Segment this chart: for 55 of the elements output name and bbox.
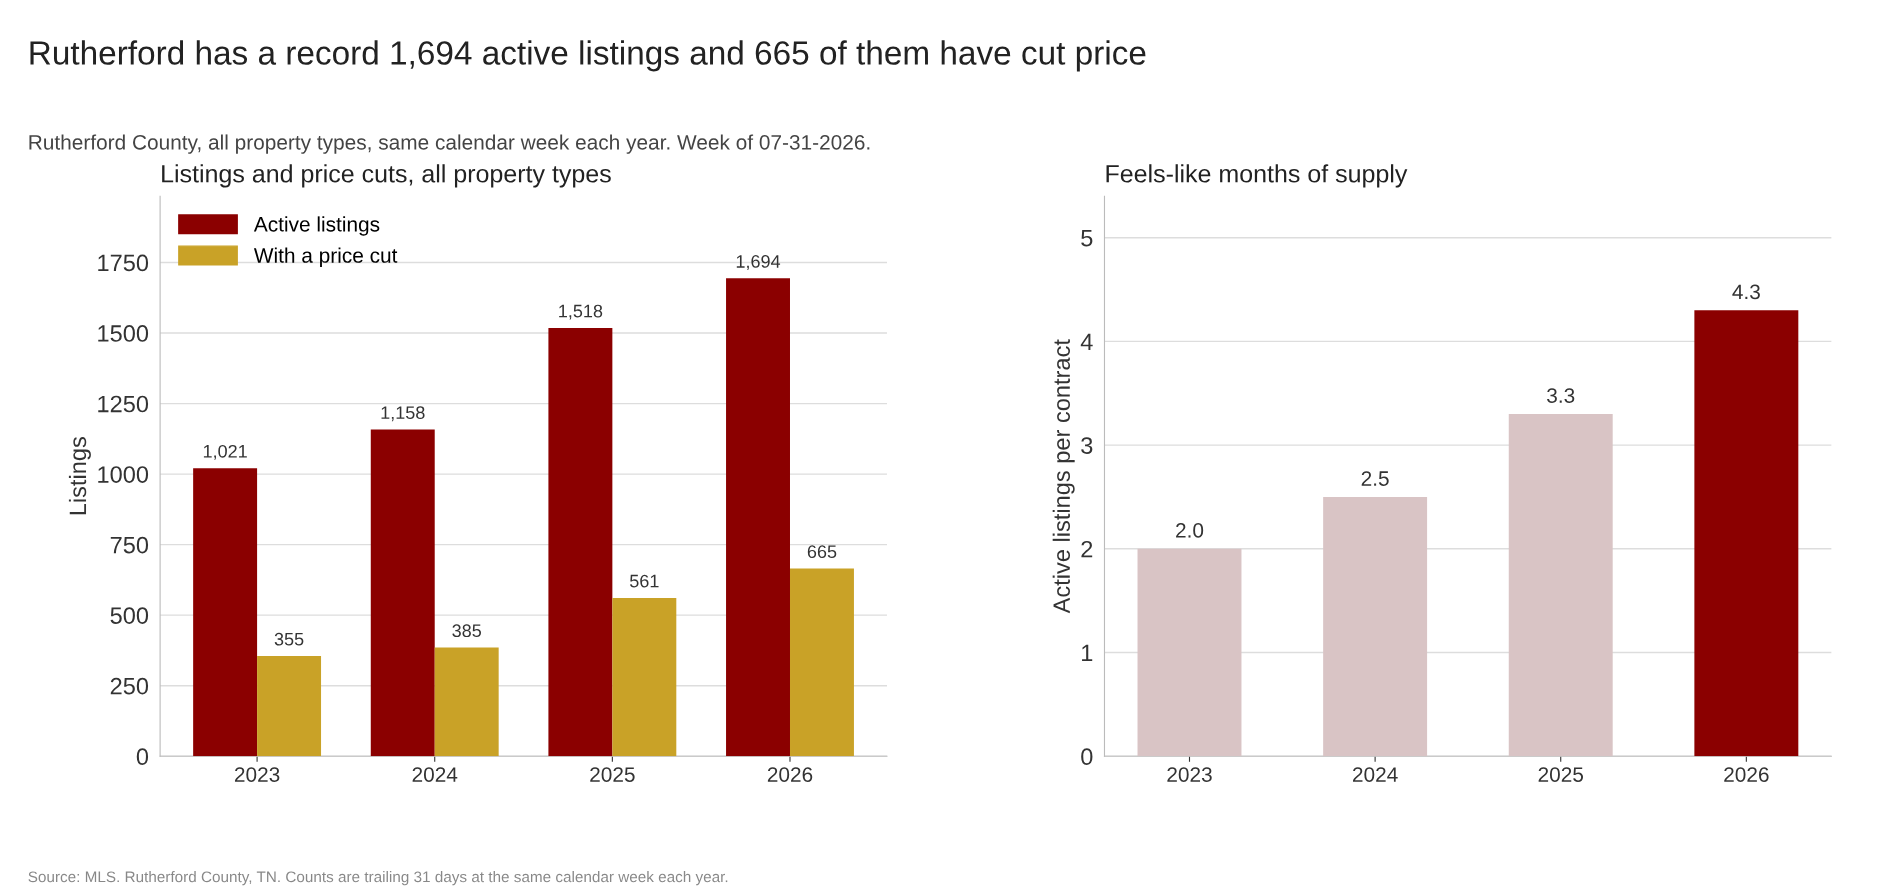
bar (1137, 548, 1242, 757)
bar (434, 647, 499, 757)
x-tick-label: 2025 (590, 767, 635, 782)
y-tick-label: 1500 (98, 325, 149, 342)
chart-title: Feels-like months of supply (1106, 164, 1408, 188)
y-tick-label: 0 (1081, 748, 1093, 766)
data-label: 1,158 (381, 406, 425, 422)
x-tick-label: 2025 (1538, 767, 1584, 782)
legend-label: Active listings (253, 216, 380, 236)
y-tick-label: 3 (1081, 437, 1093, 454)
y-tick-label: 250 (110, 677, 149, 695)
x-tick-label: 2026 (767, 767, 813, 782)
y-tick-label: 1000 (98, 466, 149, 483)
bar (1694, 310, 1799, 757)
text: Rutherford has a record 1,694 active listings and 665 of them have cut price (30, 40, 1146, 72)
y-axis-title: Listings (68, 437, 91, 515)
x-tick-label: 2023 (1167, 767, 1212, 782)
y-tick-label: 4 (1080, 333, 1093, 350)
y-axis-title: Active listings per contract (1052, 339, 1075, 614)
data-label: 1,694 (736, 255, 781, 270)
y-tick-label: 2 (1081, 540, 1093, 558)
bar (370, 429, 435, 757)
bar (193, 468, 258, 757)
x-tick-label: 2023 (234, 767, 280, 782)
x-tick-label: 2024 (1352, 767, 1398, 782)
data-label: 3.3 (1547, 388, 1575, 403)
legend-label: With a price cut (253, 247, 398, 267)
y-tick-label: 1250 (98, 395, 149, 413)
y-tick-label: 5 (1081, 230, 1093, 247)
data-label: 385 (452, 624, 482, 638)
bar (1323, 496, 1428, 757)
data-label: 1,021 (203, 444, 247, 460)
bar (1508, 414, 1613, 757)
data-label: 355 (274, 632, 304, 646)
data-label: 665 (807, 545, 837, 559)
data-label: 2.0 (1176, 523, 1204, 538)
bar (548, 327, 613, 757)
data-label: 4.3 (1732, 284, 1760, 300)
y-tick-label: 1 (1082, 644, 1093, 662)
bar (789, 568, 854, 757)
text: Rutherford County, all property types, same calendar week each year. Week of 07-31-2026. (29, 134, 870, 154)
chart-title: Listings and price cuts, all property types (162, 164, 611, 188)
y-tick-label: 500 (110, 607, 149, 624)
bar (726, 278, 790, 757)
y-tick-label: 750 (110, 536, 149, 554)
x-tick-label: 2026 (1724, 767, 1769, 782)
bar (612, 597, 677, 757)
data-label: 561 (630, 574, 659, 588)
x-tick-label: 2024 (412, 767, 458, 782)
source-note: Source: MLS. Rutherford County, TN. Counts are trailing 31 days at the same calendar week each year. (28, 871, 728, 886)
data-label: 1,518 (559, 304, 603, 320)
data-label: 2.5 (1361, 471, 1389, 486)
bar (257, 656, 322, 757)
y-tick-label: 1750 (98, 254, 149, 272)
y-tick-label: 0 (136, 748, 149, 766)
